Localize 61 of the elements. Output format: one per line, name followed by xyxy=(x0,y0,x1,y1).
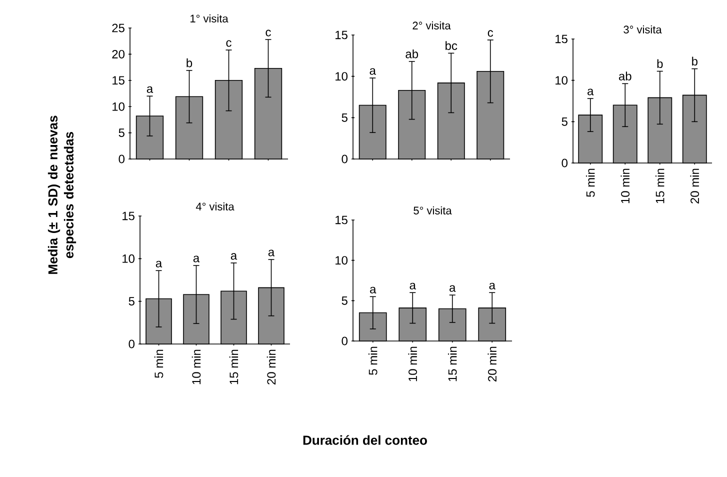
y-tick-label: 15 xyxy=(122,212,134,220)
annotation: ab xyxy=(618,72,632,80)
annotation: a xyxy=(410,282,416,290)
y-tick-label: 10 xyxy=(122,254,135,263)
y-tick-label: 0 xyxy=(562,158,568,168)
annotation: a xyxy=(588,88,594,96)
annotation: bc xyxy=(446,41,458,50)
annotation: a xyxy=(146,86,154,93)
annotation: b xyxy=(186,58,192,68)
annotation: a xyxy=(450,285,456,292)
x-axis-title: Duración del conteo xyxy=(303,435,427,445)
x-tick-label: 10 min xyxy=(192,350,201,384)
y-tick-label: 10 xyxy=(336,256,348,265)
chart-title: 3° visita xyxy=(624,25,662,34)
annotation: c xyxy=(226,40,232,47)
x-tick-label: 5 min xyxy=(154,350,164,378)
annotation: b xyxy=(657,59,663,68)
y-tick-label: 0 xyxy=(118,154,125,164)
x-tick-label: 5 min xyxy=(368,346,378,375)
y-tick-label: 0 xyxy=(342,336,348,346)
chart-title: 2° visita xyxy=(412,21,451,30)
annotation: a xyxy=(489,282,496,290)
chart-title: 4° visita xyxy=(196,202,234,210)
annotation: a xyxy=(370,286,376,294)
y-tick-label: 15 xyxy=(336,30,348,40)
annotation: c xyxy=(488,30,494,37)
y-axis-title: Media (± 1 SD) de nuevas especies detectadas xyxy=(48,116,76,274)
y-tick-label: 5 xyxy=(118,128,124,137)
y-tick-label: 15 xyxy=(556,34,568,44)
x-tick-label: 15 min xyxy=(655,168,664,204)
y-tick-label: 10 xyxy=(336,72,348,81)
y-tick-label: 25 xyxy=(112,24,124,32)
annotation: a xyxy=(370,68,376,75)
y-tick-label: 15 xyxy=(112,76,124,85)
y-tick-label: 10 xyxy=(112,102,125,111)
y-tick-label: 5 xyxy=(562,117,568,126)
annotation: a xyxy=(230,253,238,260)
annotation: a xyxy=(268,250,275,256)
x-tick-label: 20 min xyxy=(488,346,497,382)
x-tick-label: 15 min xyxy=(448,346,457,382)
annotation: a xyxy=(193,256,200,262)
y-tick-label: 5 xyxy=(342,113,348,122)
y-tick-label: 0 xyxy=(342,154,348,164)
y-tick-label: 15 xyxy=(336,216,348,224)
x-tick-label: 5 min xyxy=(586,168,595,197)
x-tick-label: 10 min xyxy=(620,168,630,204)
annotation: ab xyxy=(406,49,418,58)
x-tick-label: 15 min xyxy=(229,350,238,384)
y-tick-label: 5 xyxy=(128,297,134,306)
annotation: b xyxy=(692,56,698,66)
y-tick-label: 0 xyxy=(128,340,135,348)
x-tick-label: 10 min xyxy=(408,346,418,382)
annotation: c xyxy=(266,30,271,36)
y-tick-label: 20 xyxy=(112,50,125,58)
y-tick-label: 10 xyxy=(556,76,568,85)
annotation: a xyxy=(156,260,162,268)
chart-title: 5° visita xyxy=(414,206,452,214)
y-tick-label: 5 xyxy=(342,296,348,305)
chart-title: 1° visita xyxy=(190,14,228,22)
x-tick-label: 20 min xyxy=(690,168,700,204)
x-tick-label: 20 min xyxy=(266,350,276,384)
